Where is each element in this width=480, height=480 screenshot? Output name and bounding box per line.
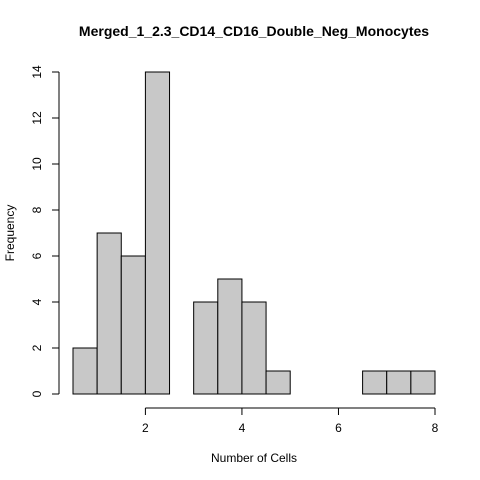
histogram-bar-14 <box>410 370 436 395</box>
histogram-bar-7 <box>241 301 267 395</box>
y-tick-label-0: 0 <box>30 390 44 397</box>
y-tick-label-3: 6 <box>30 252 44 259</box>
histogram-bar-5 <box>193 301 219 395</box>
y-axis: 0 2 4 6 8 10 12 14 <box>30 65 60 397</box>
histogram-bar-6 <box>217 278 243 395</box>
y-axis-label: Frequency <box>3 205 17 262</box>
histogram-bar-2 <box>120 255 146 395</box>
y-tick-label-4: 8 <box>30 206 44 213</box>
x-axis: 2 4 6 8 <box>142 407 439 435</box>
y-tick-label-6: 12 <box>30 111 44 125</box>
histogram-bar-1 <box>96 232 122 395</box>
bars-group <box>72 71 436 395</box>
histogram-bar-0 <box>72 347 98 395</box>
x-tick-label-1: 4 <box>239 421 246 435</box>
x-tick-label-0: 2 <box>142 421 149 435</box>
x-tick-label-2: 6 <box>335 421 342 435</box>
histogram-bar-3 <box>144 71 171 395</box>
chart-title: Merged_1_2.3_CD14_CD16_Double_Neg_Monocy… <box>79 23 429 39</box>
y-tick-label-2: 4 <box>30 298 44 305</box>
y-tick-label-5: 10 <box>30 157 44 171</box>
histogram-bar-12 <box>362 370 388 395</box>
histogram-bar-13 <box>386 370 412 395</box>
x-tick-label-3: 8 <box>432 421 439 435</box>
y-tick-label-7: 14 <box>30 65 44 79</box>
y-tick-label-1: 2 <box>30 344 44 351</box>
histogram-bar-8 <box>265 370 291 395</box>
x-axis-label: Number of Cells <box>211 451 297 465</box>
